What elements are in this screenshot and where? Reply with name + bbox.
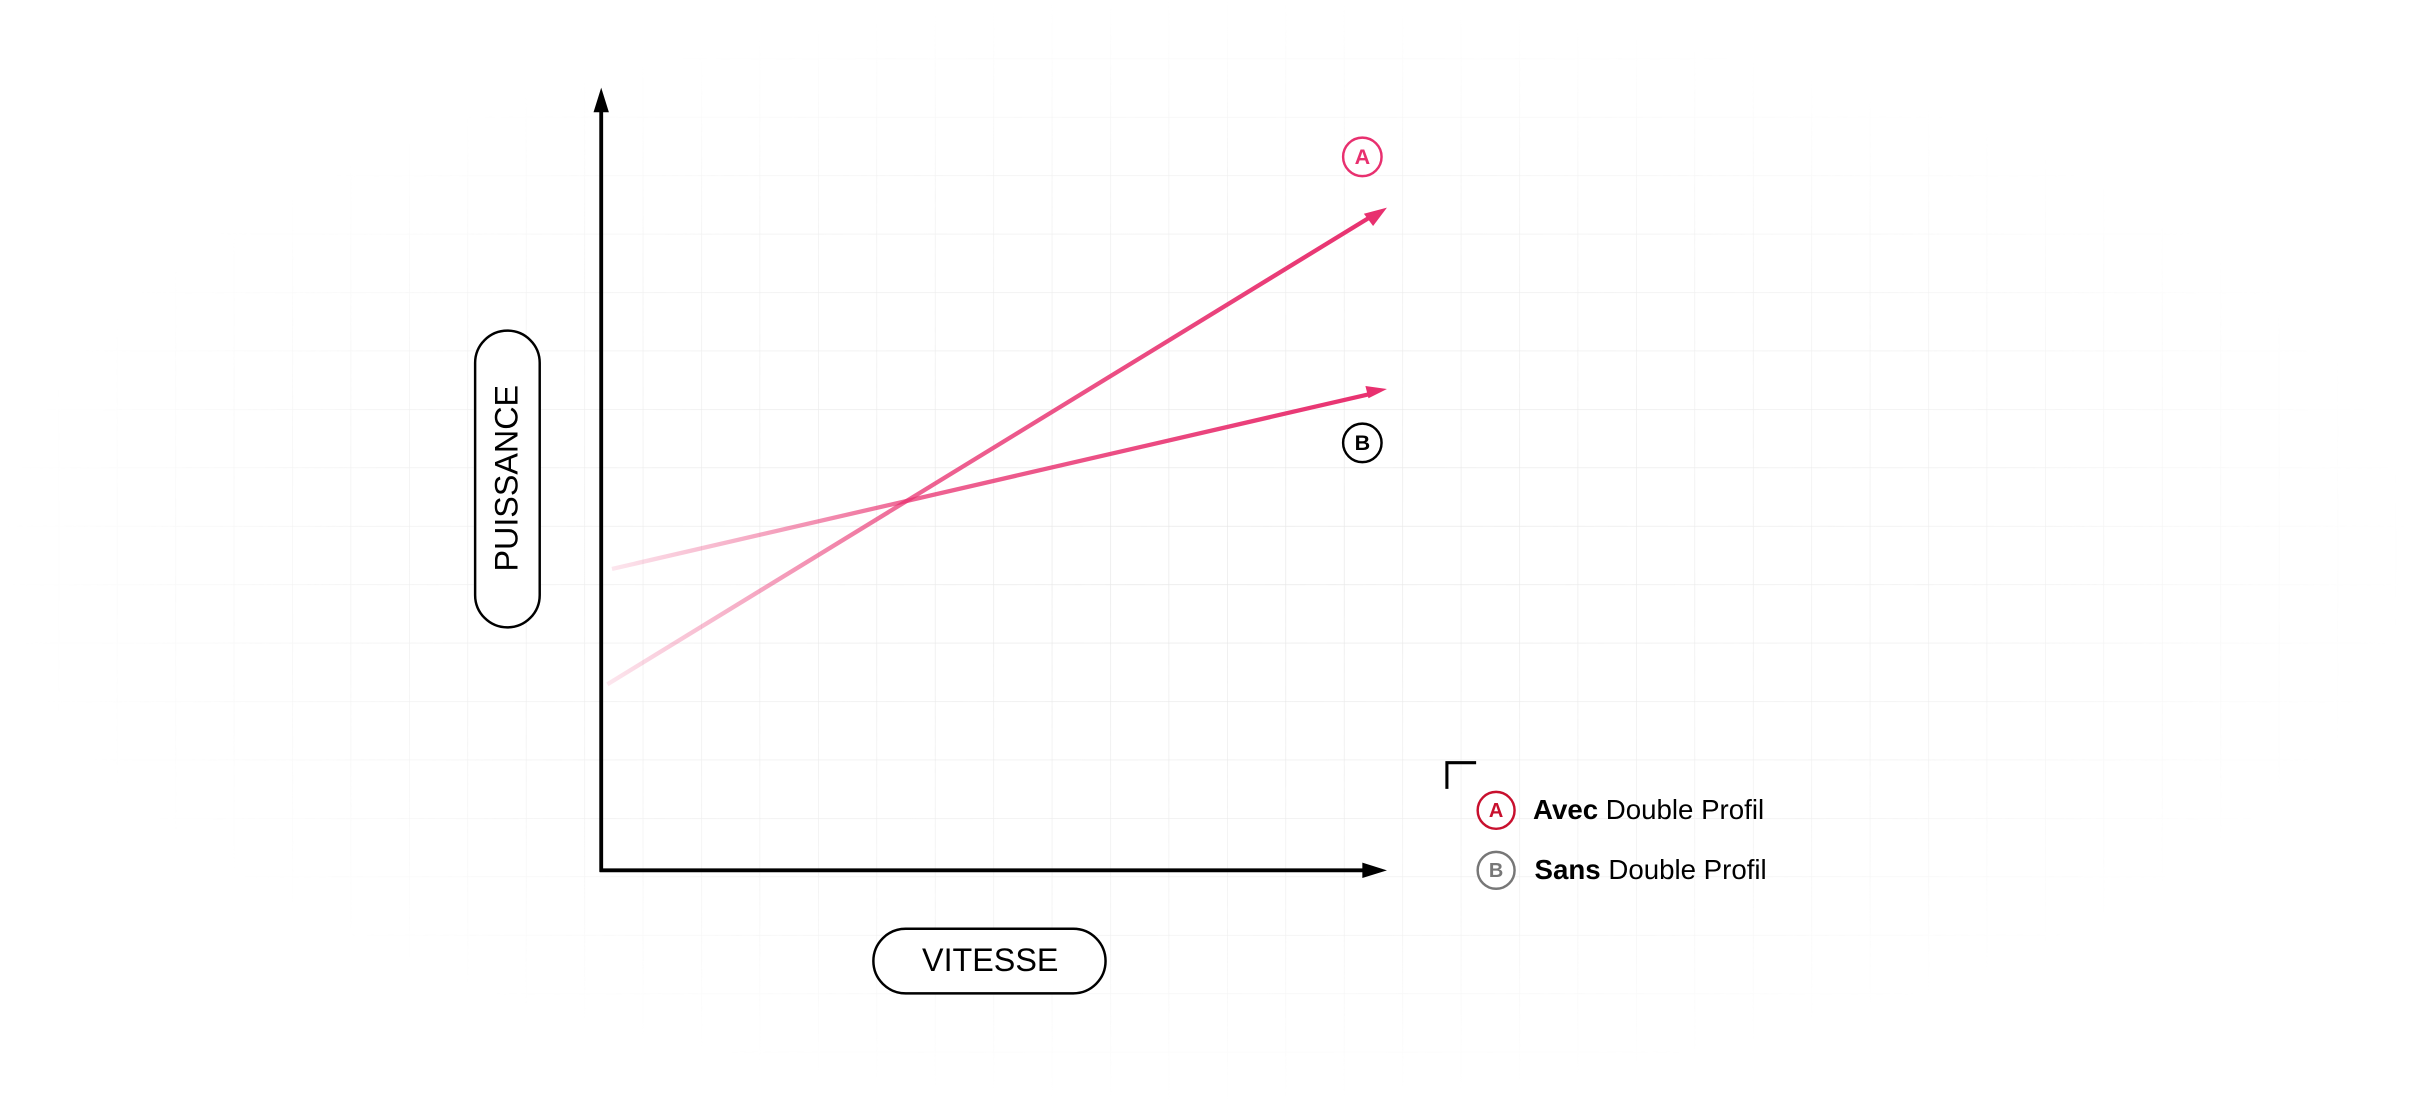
legend-marker-a-label: A [1489,800,1503,822]
marker-b-label: B [1355,431,1371,455]
y-label-pill [473,329,541,629]
legend-bold-b: Sans [1535,854,1601,885]
legend-corner [1445,761,1477,789]
legend-bold-a: Avec [1533,794,1598,825]
x-axis-arrow [1362,862,1387,879]
marker-a-label: A [1355,145,1371,169]
x-label-pill [872,927,1107,995]
legend-entry-b: Sans Double Profil [1535,854,1767,885]
line-a [606,213,1375,687]
y-axis-label: PUISSANCE [488,385,524,572]
legend-marker-b-label: B [1489,860,1503,882]
marker-a [1341,136,1383,178]
line-b [611,391,1373,572]
line-b-arrow [1365,385,1387,399]
y-axis-arrow [593,87,609,113]
legend-text-b: Double Profil [1608,854,1766,885]
marker-b [1341,422,1383,464]
legend-marker-a [1476,790,1516,831]
legend-entry-a: Avec Double Profil [1533,794,1764,825]
line-a-arrow [1363,207,1387,227]
legend-marker-b [1476,850,1516,891]
legend-text-a: Double Profil [1606,794,1764,825]
x-axis-label: VITESSE [922,942,1058,978]
